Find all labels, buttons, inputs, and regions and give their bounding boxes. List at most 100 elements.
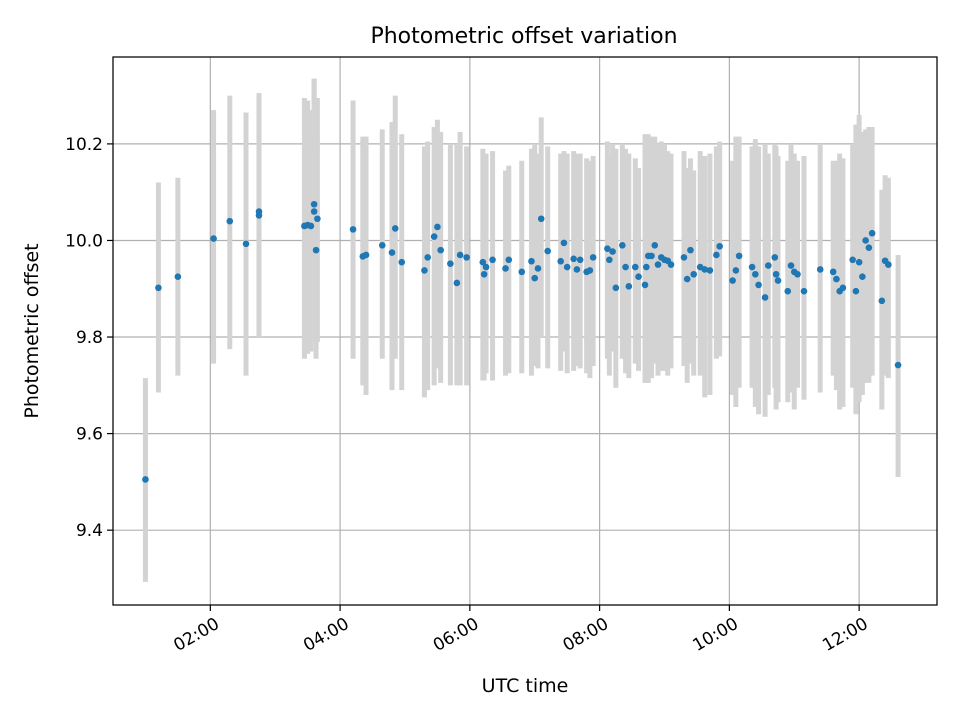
data-point — [865, 244, 873, 252]
data-point — [729, 277, 736, 284]
data-point — [859, 273, 866, 280]
data-point — [716, 242, 723, 250]
chart-title: Photometric offset variation — [370, 24, 677, 49]
data-point — [544, 247, 552, 255]
data-point — [531, 274, 539, 282]
data-point — [687, 246, 694, 254]
data-points — [142, 200, 902, 483]
data-point — [437, 246, 444, 254]
data-point — [772, 270, 780, 278]
data-point — [667, 261, 675, 268]
data-point — [755, 281, 762, 289]
data-point — [563, 263, 571, 271]
data-point — [312, 246, 320, 254]
y-tick-label: 9.6 — [76, 425, 103, 445]
data-point — [794, 270, 801, 278]
data-point — [765, 262, 772, 269]
data-point — [174, 273, 182, 280]
data-point — [453, 279, 461, 287]
data-point — [479, 258, 487, 266]
data-point — [604, 245, 611, 252]
data-point — [619, 241, 626, 249]
data-point — [242, 240, 250, 248]
data-point — [314, 215, 321, 223]
data-point — [307, 222, 315, 230]
data-point — [537, 215, 545, 223]
data-point — [560, 239, 568, 247]
data-point — [421, 267, 428, 274]
data-point — [690, 270, 697, 278]
data-point — [849, 256, 856, 264]
data-point — [557, 257, 564, 265]
plot-area-frame — [112, 56, 938, 606]
data-point — [852, 287, 860, 295]
data-point — [534, 265, 542, 272]
data-point — [651, 241, 659, 249]
data-point — [502, 265, 509, 272]
data-point — [752, 270, 759, 278]
data-point — [226, 217, 234, 225]
data-point — [635, 273, 642, 280]
data-point — [609, 248, 616, 255]
data-point — [771, 254, 779, 261]
data-point — [362, 251, 370, 259]
data-point — [463, 254, 470, 261]
data-point — [210, 235, 217, 242]
data-point — [894, 361, 902, 369]
data-point — [430, 233, 438, 240]
data-point — [643, 263, 650, 271]
data-point — [434, 223, 441, 231]
data-point — [155, 284, 162, 292]
y-axis-ticks: 9.4 9.6 9.8 10.0 10.2 — [65, 135, 113, 541]
data-point — [862, 237, 869, 244]
data-point — [255, 212, 263, 219]
data-point — [855, 258, 863, 266]
data-point — [784, 287, 792, 295]
data-point — [612, 284, 620, 292]
data-point — [586, 267, 594, 274]
data-point — [748, 263, 756, 271]
data-point — [868, 229, 876, 237]
data-point — [388, 249, 396, 256]
data-point — [489, 256, 496, 264]
data-point — [606, 256, 613, 264]
data-point — [800, 287, 808, 295]
data-point — [683, 275, 691, 283]
data-point — [701, 266, 709, 273]
data-point — [378, 241, 386, 249]
data-point — [622, 263, 629, 271]
data-point — [631, 263, 639, 271]
data-point — [482, 263, 490, 271]
y-tick-label: 10.0 — [65, 231, 103, 251]
data-point — [735, 252, 743, 260]
data-point — [829, 268, 837, 276]
data-point — [528, 257, 535, 265]
data-point — [424, 254, 431, 261]
data-point — [787, 262, 795, 269]
data-point — [648, 252, 655, 260]
data-point — [505, 256, 513, 264]
data-point — [774, 277, 782, 284]
data-point — [518, 268, 526, 276]
data-point — [310, 200, 318, 208]
data-point — [885, 261, 892, 268]
data-point — [839, 284, 847, 292]
data-point — [576, 256, 584, 264]
data-point — [480, 270, 488, 278]
y-axis-label: Photometric offset — [21, 243, 43, 418]
data-point — [713, 251, 720, 259]
data-point — [349, 226, 357, 233]
data-point — [589, 254, 597, 261]
data-point — [641, 281, 649, 289]
data-point — [447, 260, 454, 267]
data-point — [391, 225, 399, 232]
data-point — [570, 255, 577, 263]
data-point — [142, 476, 149, 483]
data-point — [706, 267, 714, 274]
data-point — [732, 267, 740, 274]
data-point — [625, 283, 633, 290]
data-point — [654, 261, 662, 268]
x-axis-label: UTC time — [482, 675, 569, 697]
